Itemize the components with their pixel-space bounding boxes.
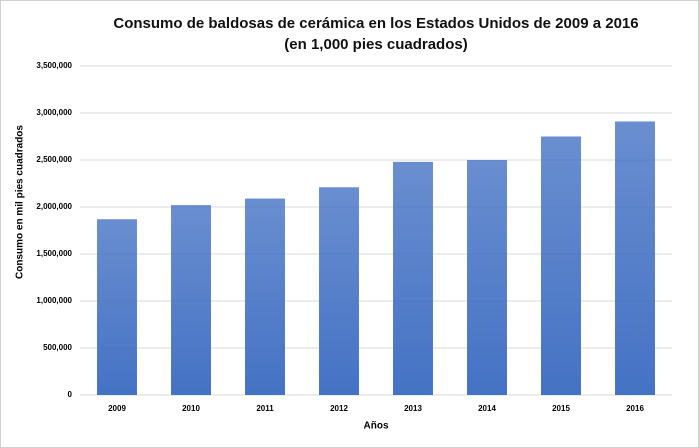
- y-tick-label: 500,000: [43, 343, 72, 352]
- bar: [319, 187, 359, 395]
- chart-subtitle: (en 1,000 pies cuadrados): [284, 36, 467, 53]
- y-tick-label: 2,000,000: [36, 202, 72, 211]
- chart-title: Consumo de baldosas de cerámica en los E…: [113, 15, 638, 32]
- x-tick-label: 2009: [108, 404, 126, 413]
- x-tick-label: 2011: [256, 404, 274, 413]
- x-tick-label: 2015: [552, 404, 570, 413]
- y-tick-label: 3,500,000: [36, 61, 72, 70]
- y-tick-label: 2,500,000: [36, 155, 72, 164]
- bar: [393, 161, 433, 395]
- y-tick-label: 0: [68, 390, 73, 399]
- x-tick-label: 2012: [330, 404, 348, 413]
- x-axis-title: Años: [364, 421, 389, 432]
- x-tick-label: 2014: [478, 404, 496, 413]
- y-tick-label: 1,000,000: [36, 296, 72, 305]
- x-tick-label: 2010: [182, 404, 200, 413]
- bar: [171, 205, 211, 395]
- y-axis-title: Consumo en mil pies cuadrados: [15, 125, 26, 279]
- bar: [245, 198, 285, 395]
- bar: [97, 219, 137, 395]
- y-tick-label: 3,000,000: [36, 108, 72, 117]
- bar: [467, 160, 507, 395]
- y-tick-label: 1,500,000: [36, 249, 72, 258]
- bar: [615, 121, 655, 396]
- x-tick-label: 2016: [626, 404, 644, 413]
- x-tick-label: 2013: [404, 404, 422, 413]
- bar: [541, 136, 581, 395]
